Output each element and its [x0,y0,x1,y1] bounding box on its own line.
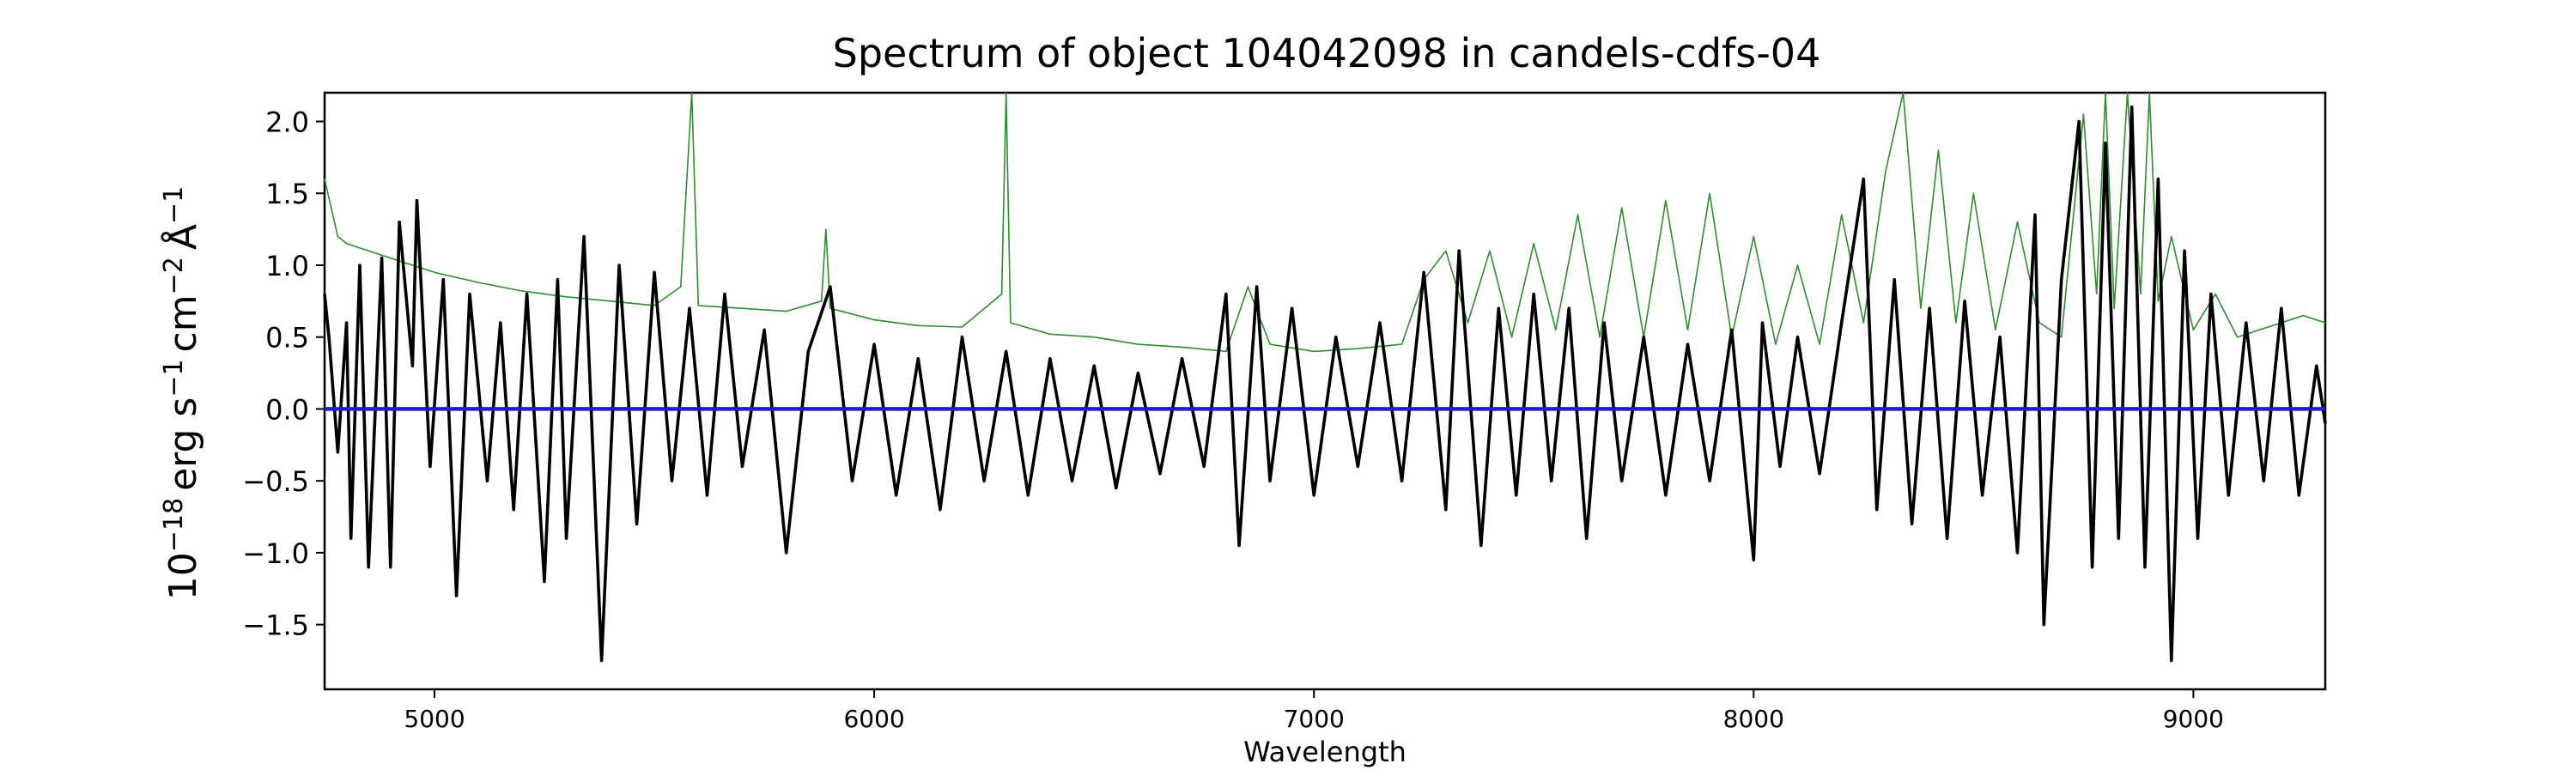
x-tick-label: 5000 [404,705,465,733]
y-axis: 2.0 1.5 1.0 0.5 0.0 −0.5 −1.0 −1.5 [242,106,325,642]
series-line-noise [324,92,2326,353]
ylabel-unit1: erg s [161,397,205,491]
series-layer [323,92,2327,663]
plot-frame [323,91,2327,691]
x-axis: 5000 6000 7000 8000 9000 [404,689,2224,733]
ylabel-exp4: −1 [159,186,189,224]
y-tick-label: 1.0 [265,250,309,282]
x-tick-label: 6000 [843,705,904,733]
plot-area [323,91,2327,691]
y-tick-label: 1.5 [265,178,309,210]
x-axis-label: Wavelength [1243,736,1406,768]
ylabel-exp2: −1 [159,359,189,397]
series-line-flux [323,105,2327,663]
y-tick-label: −0.5 [242,465,309,498]
ylabel-exp1: −18 [159,498,189,552]
y-tick-label: −1.0 [242,537,309,570]
chart-title: Spectrum of object 104042098 in candels-… [833,30,1821,76]
ylabel-exp3: −2 [159,257,189,294]
ylabel-unit2: cm [161,294,205,352]
ylabel-unit3: Å [160,224,205,250]
y-axis-label: 10−18erg s−1cm−2Å−1 [159,186,205,600]
x-tick-label: 8000 [1723,705,1784,733]
y-tick-label: 2.0 [265,106,309,138]
x-tick-label: 9000 [2163,705,2224,733]
ylabel-prefix: 10 [161,552,205,600]
y-tick-label: 0.0 [265,393,309,426]
x-tick-label: 7000 [1284,705,1345,733]
y-tick-label: 0.5 [265,322,309,355]
y-tick-label: −1.5 [242,609,309,642]
